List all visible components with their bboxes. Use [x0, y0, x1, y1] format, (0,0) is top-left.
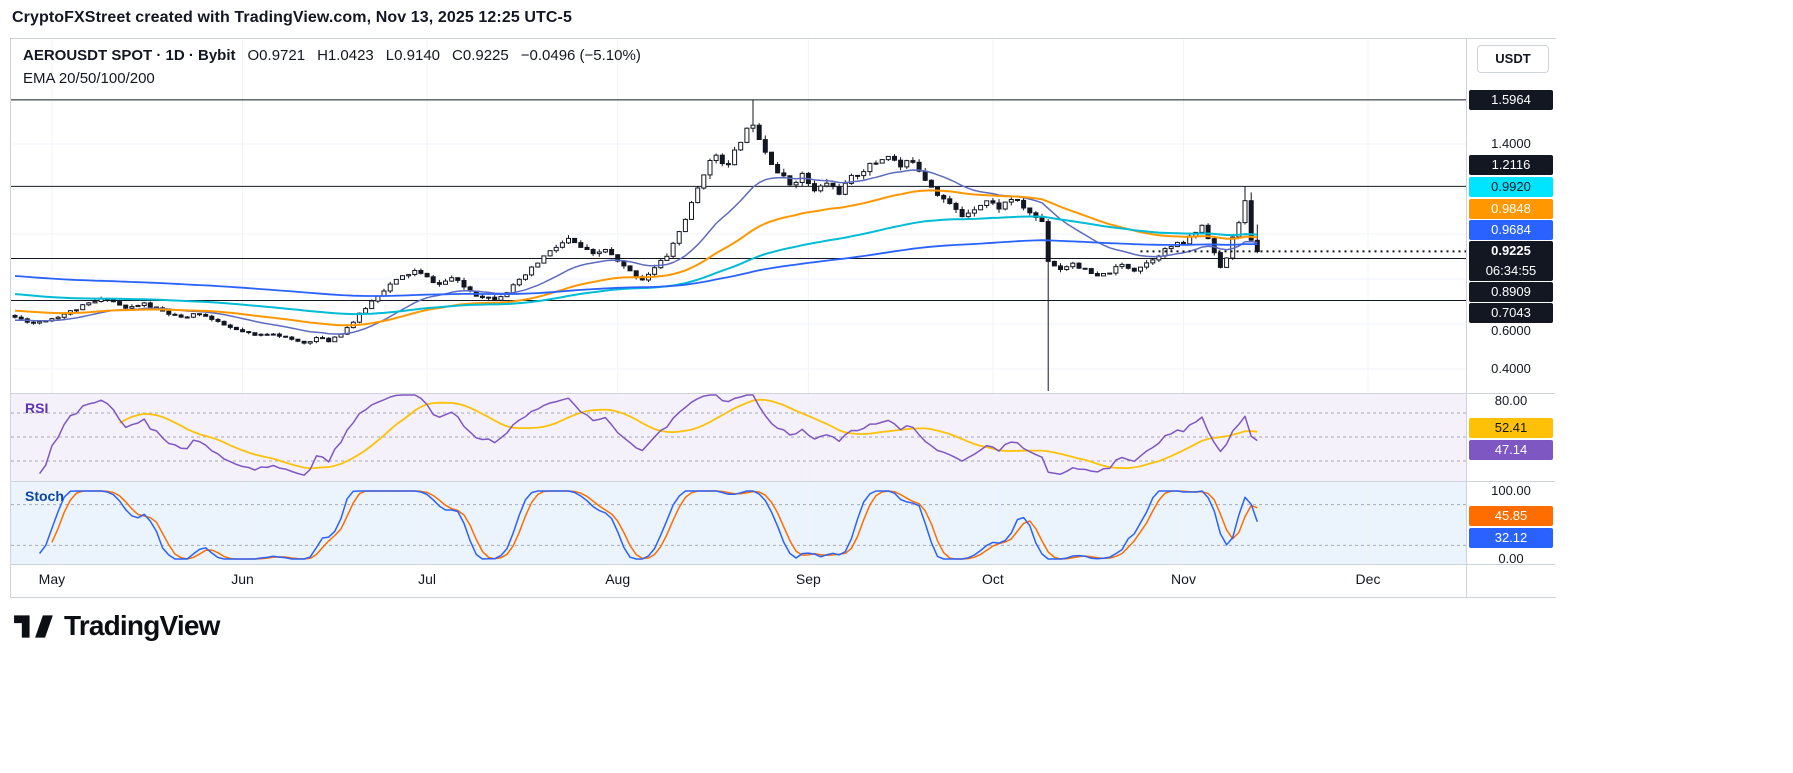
chart-caption: CryptoFXStreet created with TradingView.… [12, 9, 572, 26]
symbol-legend[interactable]: AEROUSDT SPOT · 1D · Bybit O0.9721 H1.04… [23, 47, 641, 64]
stoch-label[interactable]: Stoch [25, 488, 64, 504]
axis-label: 80.00 [1494, 393, 1528, 408]
symbol-title: AEROUSDT SPOT · 1D · Bybit [23, 47, 236, 64]
current-price-badge: 0.9225 06:34:55 [1469, 241, 1553, 281]
price-badge: 1.2116 [1469, 155, 1553, 175]
time-axis-label: Nov [1171, 571, 1196, 587]
currency-button[interactable]: USDT [1477, 45, 1549, 73]
time-axis-label: Sep [795, 571, 821, 587]
time-axis-label: Oct [981, 571, 1004, 587]
time-axis-label: Dec [1355, 571, 1381, 587]
ohlc-high: H1.0423 [317, 47, 374, 64]
price-badge: 0.9684 [1469, 220, 1553, 240]
price-change: −0.0496 (−5.10%) [520, 47, 641, 64]
ema-legend[interactable]: EMA 20/50/100/200 [23, 70, 155, 87]
pane-divider[interactable] [11, 393, 1555, 394]
tradingview-brand-text: TradingView [64, 610, 220, 641]
axis-label: 1.4000 [1491, 136, 1531, 151]
time-axis-label: May [38, 571, 66, 587]
ohlc-close: C0.9225 [452, 47, 509, 64]
axis-label: 0.4000 [1491, 361, 1531, 376]
pane-divider[interactable] [11, 481, 1555, 482]
tradingview-mark-icon [14, 614, 53, 638]
chart-canvas[interactable] [11, 39, 1466, 599]
axis-label: 100.00 [1491, 483, 1531, 498]
price-badge: 32.12 [1469, 528, 1553, 548]
price-badge: 0.8909 [1469, 282, 1553, 302]
bar-countdown: 06:34:55 [1485, 263, 1537, 278]
axis-label: 0.6000 [1491, 323, 1531, 338]
price-badge: 0.9920 [1469, 177, 1553, 197]
tradingview-logo[interactable]: TradingView [14, 610, 220, 642]
chart-frame: 1.5964 1.4000 1.2116 0.9920 0.9848 0.9684 0.89… [10, 38, 1556, 598]
rsi-label[interactable]: RSI [25, 400, 49, 416]
axis-label: 0.00 [1498, 551, 1524, 566]
time-axis-label: Jul [418, 571, 436, 587]
price-badge: 0.9848 [1469, 199, 1553, 219]
time-axis[interactable]: May Jun Jul Aug Sep Oct Nov Dec [11, 565, 1466, 597]
price-axis[interactable]: 1.5964 1.4000 1.2116 0.9920 0.9848 0.9684 0.89… [1466, 39, 1556, 597]
price-badge: 0.7043 [1469, 303, 1553, 323]
time-axis-label: Aug [605, 571, 631, 587]
price-badge: 52.41 [1469, 418, 1553, 438]
ohlc-low: L0.9140 [385, 47, 441, 64]
pane-divider[interactable] [11, 564, 1555, 565]
price-badge: 47.14 [1469, 440, 1553, 460]
current-price-value: 0.9225 [1491, 243, 1531, 258]
price-badge: 45.85 [1469, 506, 1553, 526]
ohlc-open: O0.9721 [247, 47, 306, 64]
time-axis-label: Jun [231, 571, 254, 587]
price-badge: 1.5964 [1469, 90, 1553, 110]
